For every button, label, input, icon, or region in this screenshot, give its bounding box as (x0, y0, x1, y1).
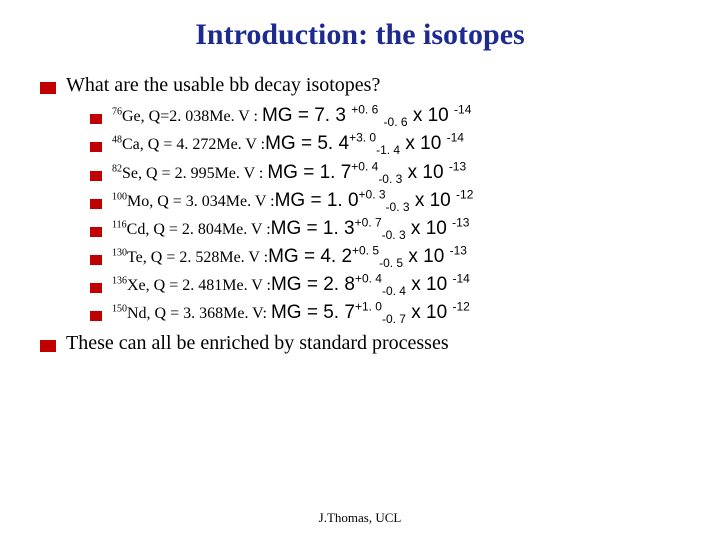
question-text: What are the usable bb decay isotopes? (66, 74, 380, 97)
isotope-row: 116Cd, Q = 2. 804Me. V :MG = 1. 3+0. 7-0… (90, 216, 680, 242)
isotope-line: 82Se, Q = 2. 995Me. V : MG = 1. 7+0. 4-0… (112, 159, 466, 185)
isotope-row: 136Xe, Q = 2. 481Me. V :MG = 2. 8+0. 4-0… (90, 272, 680, 298)
mg-value: MG = 5. 4+3. 0-1. 4 x 10 -14 (265, 133, 464, 154)
isotope-prefix: 48Ca, Q = 4. 272Me. V : (112, 136, 265, 153)
isotope-row: 76Ge, Q=2. 038Me. V : MG = 7. 3 +0. 6 -0… (90, 103, 680, 129)
bullet-icon (40, 82, 56, 94)
isotope-row: 150Nd, Q = 3. 368Me. V: MG = 5. 7+1. 0-0… (90, 300, 680, 326)
isotope-line: 76Ge, Q=2. 038Me. V : MG = 7. 3 +0. 6 -0… (112, 103, 471, 129)
isotope-list: 76Ge, Q=2. 038Me. V : MG = 7. 3 +0. 6 -0… (90, 103, 680, 326)
mg-value: MG = 2. 8+0. 4-0. 4 x 10 -14 (271, 274, 470, 295)
bullet-icon (40, 340, 56, 352)
isotope-line: 136Xe, Q = 2. 481Me. V :MG = 2. 8+0. 4-0… (112, 272, 470, 298)
bullet-icon (90, 311, 102, 321)
isotope-prefix: 82Se, Q = 2. 995Me. V : (112, 165, 267, 182)
bullet-icon (90, 227, 102, 237)
bullet-question: What are the usable bb decay isotopes? (40, 74, 680, 97)
bullet-icon (90, 142, 102, 152)
mg-value: MG = 5. 7+1. 0-0. 7 x 10 -12 (271, 302, 470, 323)
bullet-icon (90, 171, 102, 181)
bullet-icon (90, 199, 102, 209)
mg-value: MG = 1. 0+0. 3-0. 3 x 10 -12 (275, 190, 474, 211)
bullet-icon (90, 114, 102, 124)
isotope-prefix: 76Ge, Q=2. 038Me. V : (112, 108, 262, 125)
isotope-line: 116Cd, Q = 2. 804Me. V :MG = 1. 3+0. 7-0… (112, 216, 469, 242)
isotope-prefix: 150Nd, Q = 3. 368Me. V: (112, 305, 271, 322)
mg-value: MG = 4. 2+0. 5-0. 5 x 10 -13 (268, 246, 467, 267)
isotope-row: 82Se, Q = 2. 995Me. V : MG = 1. 7+0. 4-0… (90, 159, 680, 185)
mg-value: MG = 7. 3 +0. 6 -0. 6 x 10 -14 (262, 105, 471, 126)
slide-title: Introduction: the isotopes (40, 18, 680, 52)
mg-value: MG = 1. 3+0. 7-0. 3 x 10 -13 (271, 218, 470, 239)
isotope-line: 150Nd, Q = 3. 368Me. V: MG = 5. 7+1. 0-0… (112, 300, 470, 326)
isotope-row: 100Mo, Q = 3. 034Me. V :MG = 1. 0+0. 3-0… (90, 187, 680, 213)
isotope-prefix: 116Cd, Q = 2. 804Me. V : (112, 221, 271, 238)
footer-text: J.Thomas, UCL (0, 510, 720, 526)
mg-value: MG = 1. 7+0. 4-0. 3 x 10 -13 (267, 162, 466, 183)
closing-text: These can all be enriched by standard pr… (66, 332, 449, 355)
bullet-icon (90, 283, 102, 293)
bullet-closing: These can all be enriched by standard pr… (40, 332, 680, 355)
isotope-prefix: 130Te, Q = 2. 528Me. V : (112, 249, 268, 266)
isotope-line: 48Ca, Q = 4. 272Me. V :MG = 5. 4+3. 0-1.… (112, 131, 464, 157)
isotope-row: 130Te, Q = 2. 528Me. V :MG = 4. 2+0. 5-0… (90, 244, 680, 270)
isotope-line: 130Te, Q = 2. 528Me. V :MG = 4. 2+0. 5-0… (112, 244, 467, 270)
isotope-line: 100Mo, Q = 3. 034Me. V :MG = 1. 0+0. 3-0… (112, 187, 473, 213)
isotope-prefix: 136Xe, Q = 2. 481Me. V : (112, 277, 271, 294)
isotope-row: 48Ca, Q = 4. 272Me. V :MG = 5. 4+3. 0-1.… (90, 131, 680, 157)
bullet-icon (90, 255, 102, 265)
isotope-prefix: 100Mo, Q = 3. 034Me. V : (112, 193, 275, 210)
